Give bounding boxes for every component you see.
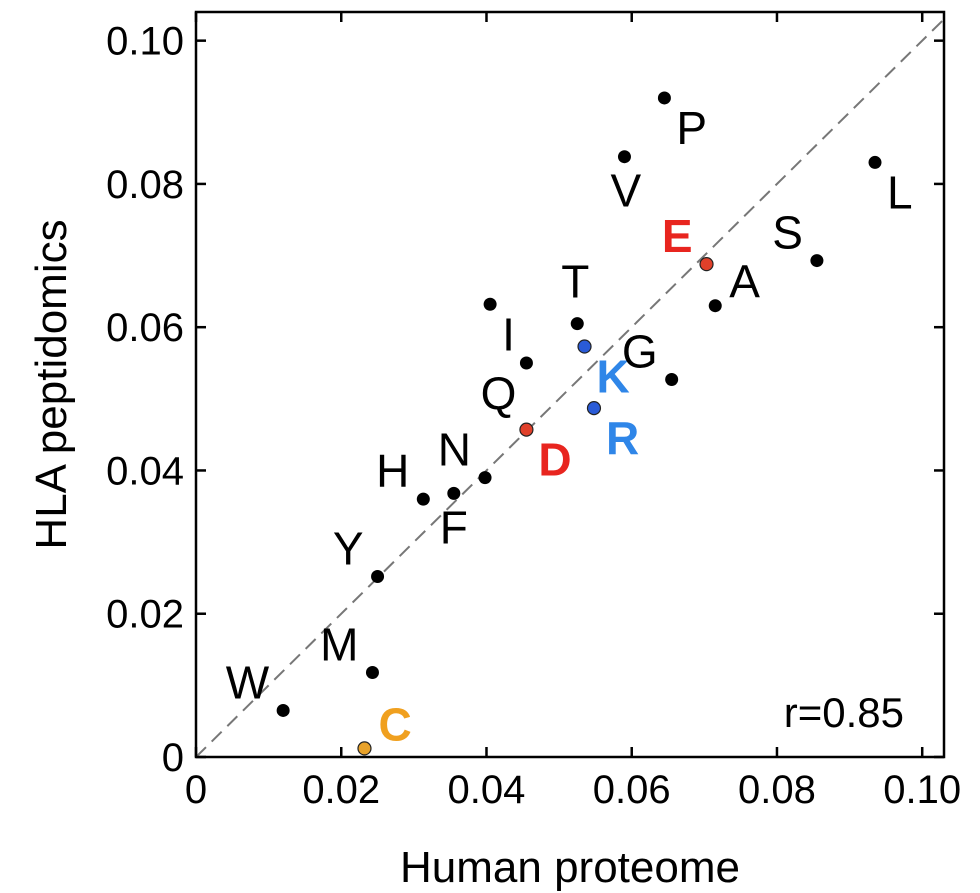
point-label-P: P xyxy=(676,102,707,154)
point-G xyxy=(665,372,679,386)
y-axis: 0 0.02 0.04 0.06 0.08 0.10 xyxy=(106,20,944,780)
x-tick-label: 0.10 xyxy=(883,768,961,812)
point-label-C: C xyxy=(378,698,411,750)
point-label-D: D xyxy=(538,434,571,486)
point-label-I: I xyxy=(502,308,515,360)
point-E xyxy=(699,257,714,272)
point-label-S: S xyxy=(772,207,803,259)
point-P xyxy=(657,91,671,105)
point-K xyxy=(577,339,592,354)
point-label-R: R xyxy=(606,412,639,464)
point-M xyxy=(365,665,379,679)
point-label-V: V xyxy=(610,165,641,217)
y-tick-label: 0.06 xyxy=(106,306,184,350)
point-L xyxy=(868,155,882,169)
x-tick-label: 0.02 xyxy=(302,768,380,812)
y-tick-label: 0.10 xyxy=(106,20,184,64)
plot-frame xyxy=(194,10,946,759)
point-label-H: H xyxy=(376,445,409,497)
correlation-annotation: r=0.85 xyxy=(784,689,904,736)
point-label-Y: Y xyxy=(333,522,364,574)
point-label-A: A xyxy=(729,256,760,308)
point-R xyxy=(586,401,602,416)
point-label-L: L xyxy=(887,166,913,218)
point-H xyxy=(416,492,430,506)
point-label-W: W xyxy=(226,656,270,708)
point-label-M: M xyxy=(320,618,358,670)
point-C xyxy=(357,741,372,756)
point-label-T: T xyxy=(561,256,589,308)
point-Q xyxy=(519,356,533,370)
plot-area xyxy=(194,10,946,759)
x-axis: 0 0.02 0.04 0.06 0.08 0.10 xyxy=(185,12,961,812)
y-axis-title: HLA peptidomics xyxy=(27,219,76,549)
x-axis-title: Human proteome xyxy=(400,843,740,892)
x-tick-label: 0 xyxy=(185,768,207,812)
point-F xyxy=(447,486,461,500)
point-Y xyxy=(371,569,385,583)
point-T xyxy=(570,317,584,331)
point-A xyxy=(708,299,722,313)
point-S xyxy=(810,254,824,268)
point-I xyxy=(483,297,497,311)
x-tick-label: 0.04 xyxy=(448,768,526,812)
point-N xyxy=(478,471,492,485)
y-tick-label: 0.04 xyxy=(106,449,184,493)
point-label-N: N xyxy=(438,424,471,476)
point-V xyxy=(617,150,631,164)
y-tick-label: 0.02 xyxy=(106,593,184,637)
point-label-K: K xyxy=(597,351,630,403)
point-label-G: G xyxy=(622,325,658,377)
identity-line xyxy=(195,18,945,758)
point-D xyxy=(519,422,534,437)
y-tick-label: 0.08 xyxy=(106,163,184,207)
point-label-F: F xyxy=(440,501,468,553)
point-W xyxy=(276,703,290,717)
x-tick-label: 0.08 xyxy=(738,768,816,812)
y-tick-label: 0 xyxy=(162,736,184,780)
x-tick-label: 0.06 xyxy=(593,768,671,812)
point-label-Q: Q xyxy=(481,367,517,419)
point-label-E: E xyxy=(662,210,693,262)
